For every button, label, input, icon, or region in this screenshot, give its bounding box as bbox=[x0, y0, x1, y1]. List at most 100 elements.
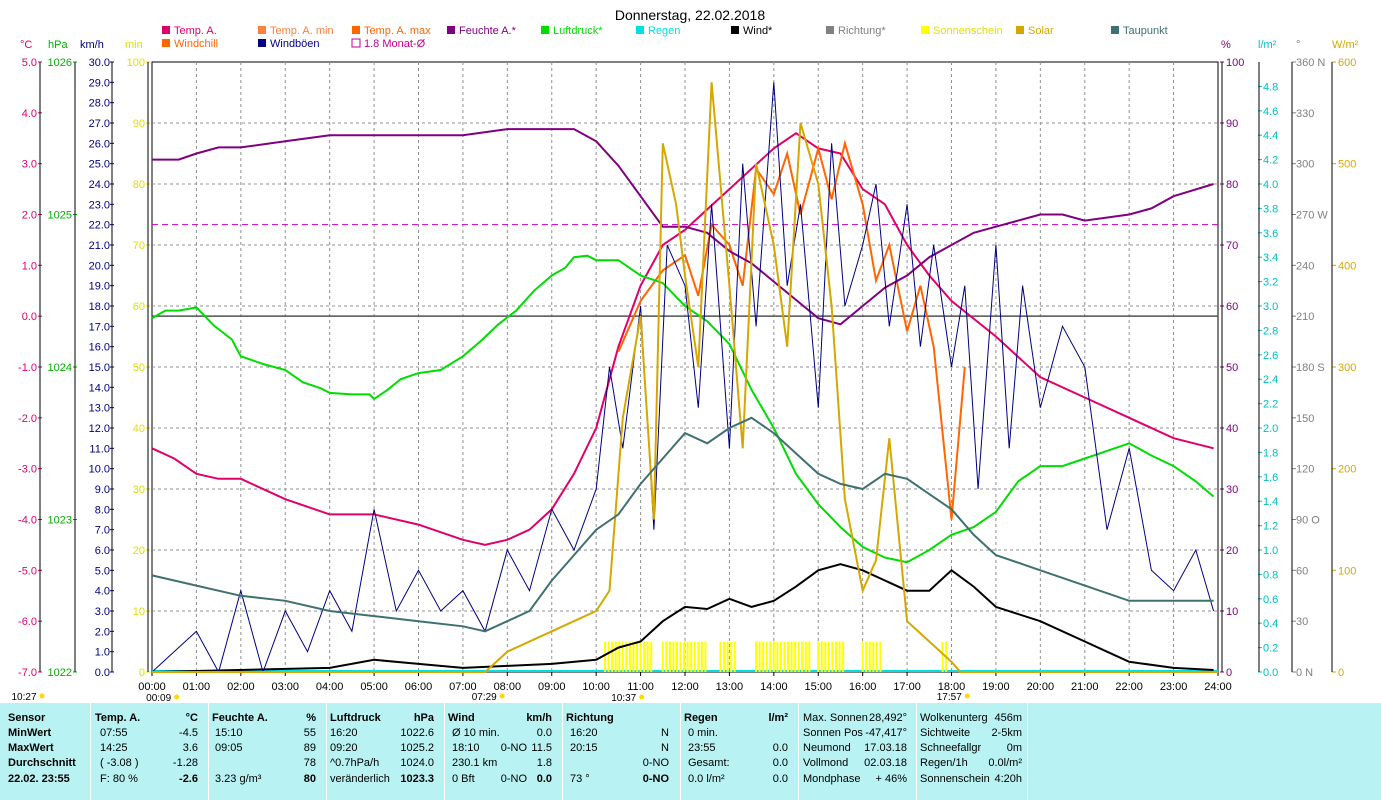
tick-label-temp: 2.0 bbox=[22, 210, 37, 222]
legend-swatch bbox=[258, 39, 266, 47]
weather-value: 456m bbox=[994, 712, 1022, 724]
legend-label: Luftdruck* bbox=[553, 25, 603, 37]
tick-label-temp: -1.0 bbox=[18, 362, 37, 374]
row-label: Durchschnitt bbox=[8, 757, 76, 769]
tick-label-solar: 500 bbox=[1338, 159, 1356, 171]
legend-swatch bbox=[447, 26, 455, 34]
tick-label-temp: -7.0 bbox=[18, 667, 37, 679]
tick-label-direction: 60 bbox=[1296, 565, 1308, 577]
tick-label-wind: 29.0 bbox=[89, 77, 110, 89]
tick-label-wind: 26.0 bbox=[89, 138, 110, 150]
tick-label-rain: 3.6 bbox=[1263, 228, 1278, 240]
weather-label: Sichtweite bbox=[920, 727, 971, 739]
tick-label-direction: 240 bbox=[1296, 260, 1314, 272]
tick-label-wind: 16.0 bbox=[89, 342, 110, 354]
pressure-time: 16:20 bbox=[330, 727, 358, 739]
tick-label-temp: 5.0 bbox=[22, 57, 37, 69]
tick-label-temp: -3.0 bbox=[18, 464, 37, 476]
astro-value: 17.03.18 bbox=[864, 742, 907, 754]
panel-separator bbox=[208, 703, 209, 800]
row-label: MaxWert bbox=[8, 742, 54, 754]
panel-separator bbox=[798, 703, 799, 800]
tick-label-wind: 0.0 bbox=[95, 667, 110, 679]
tick-label-wind: 20.0 bbox=[89, 260, 110, 272]
humidity-value: 89 bbox=[303, 742, 316, 754]
x-tick-label: 14:00 bbox=[760, 681, 788, 693]
tick-label-direction: 150 bbox=[1296, 413, 1314, 425]
tick-label-wind: 12.0 bbox=[89, 423, 110, 435]
row-label: 22.02. 23:55 bbox=[8, 773, 70, 785]
x-tick-label: 23:00 bbox=[1160, 681, 1188, 693]
pressure-value: 1025.2 bbox=[400, 742, 434, 754]
series-solar bbox=[152, 82, 1218, 673]
tick-label-temp: -5.0 bbox=[18, 565, 37, 577]
weather-label: Sonnenschein bbox=[920, 773, 990, 785]
tick-label-rain: 3.4 bbox=[1263, 252, 1278, 264]
legend-label: Sonnenschein bbox=[933, 25, 1003, 37]
tick-label-humidity: 90 bbox=[1226, 118, 1238, 130]
tick-label-pressure: 1025 bbox=[48, 210, 72, 222]
temp-time: 14:25 bbox=[100, 742, 128, 754]
tick-label-rain: 0.4 bbox=[1263, 618, 1278, 630]
series-windb-en bbox=[151, 82, 1215, 674]
humidity-value: 78 bbox=[303, 757, 316, 769]
legend-label: Temp. A. max bbox=[364, 25, 431, 37]
tick-label-rain: 2.6 bbox=[1263, 350, 1278, 362]
tick-label-wind: 23.0 bbox=[89, 199, 110, 211]
tick-label-direction: 300 bbox=[1296, 159, 1314, 171]
tick-label-rain: 0.0 bbox=[1263, 667, 1278, 679]
tick-label-wind: 14.0 bbox=[89, 382, 110, 394]
x-tick-label: 11:00 bbox=[627, 681, 654, 693]
rain-time: 0.0 l/m² bbox=[688, 773, 725, 785]
tick-label-wind: 18.0 bbox=[89, 301, 110, 313]
astro-value: 02.03.18 bbox=[864, 757, 907, 769]
tick-label-rain: 2.8 bbox=[1263, 325, 1278, 337]
humidity-value: 55 bbox=[303, 727, 316, 739]
temp-value: -1.28 bbox=[172, 757, 198, 769]
tick-label-rain: 0.6 bbox=[1263, 594, 1278, 606]
tick-label-wind: 10.0 bbox=[89, 464, 110, 476]
tick-label-rain: 1.8 bbox=[1263, 447, 1278, 459]
humidity-time: 09:05 bbox=[215, 742, 243, 754]
panel-separator bbox=[1027, 703, 1028, 800]
sun-marker-icon bbox=[39, 693, 45, 699]
temp-unit: °C bbox=[185, 712, 198, 724]
direction-value: N bbox=[661, 742, 669, 754]
pressure-time: 09:20 bbox=[330, 742, 358, 754]
wind-time: 18:10 bbox=[452, 742, 480, 754]
astro-label: Sonnen Pos bbox=[803, 727, 863, 739]
weather-label: Wolkenunterg bbox=[920, 712, 988, 724]
temp-time: 07:55 bbox=[100, 727, 128, 739]
astro-label: Vollmond bbox=[803, 757, 849, 769]
legend-swatch bbox=[541, 26, 549, 34]
legend-swatch bbox=[162, 26, 170, 34]
tick-label-humidity: 10 bbox=[1226, 606, 1238, 618]
sun-marker-icon bbox=[499, 693, 505, 699]
tick-label-rain: 2.0 bbox=[1263, 423, 1278, 435]
time-marker-label: 00:09 bbox=[146, 693, 171, 703]
tick-label-rain: 3.0 bbox=[1263, 301, 1278, 313]
tick-label-solar: 300 bbox=[1338, 362, 1356, 374]
x-tick-label: 20:00 bbox=[1027, 681, 1055, 693]
tick-label-sun: 90 bbox=[133, 118, 145, 130]
x-tick-label: 18:00 bbox=[938, 681, 966, 693]
sun-marker-icon bbox=[639, 694, 645, 700]
legend-swatch bbox=[1111, 26, 1119, 34]
x-tick-label: 13:00 bbox=[716, 681, 744, 693]
humidity-value: 80 bbox=[303, 773, 316, 785]
x-tick-label: 22:00 bbox=[1115, 681, 1143, 693]
tick-label-humidity: 80 bbox=[1226, 179, 1238, 191]
legend-swatch bbox=[636, 26, 644, 34]
x-tick-label: 06:00 bbox=[405, 681, 433, 693]
tick-label-rain: 3.8 bbox=[1263, 203, 1278, 215]
summary-panel: Sensor MinWert MaxWert Durchschnitt 22.02. 2… bbox=[0, 703, 1381, 800]
tick-label-solar: 200 bbox=[1338, 464, 1356, 476]
sun-marker-icon bbox=[174, 694, 180, 700]
pressure-time: veränderlich bbox=[330, 773, 390, 785]
legend-label: Windböen bbox=[270, 38, 320, 50]
x-tick-label: 07:00 bbox=[449, 681, 477, 693]
series-feuchte-a- bbox=[152, 128, 1214, 326]
legend-label: Regen bbox=[648, 25, 680, 37]
legend-label: Windchill bbox=[174, 38, 218, 50]
tick-label-humidity: 50 bbox=[1226, 362, 1238, 374]
